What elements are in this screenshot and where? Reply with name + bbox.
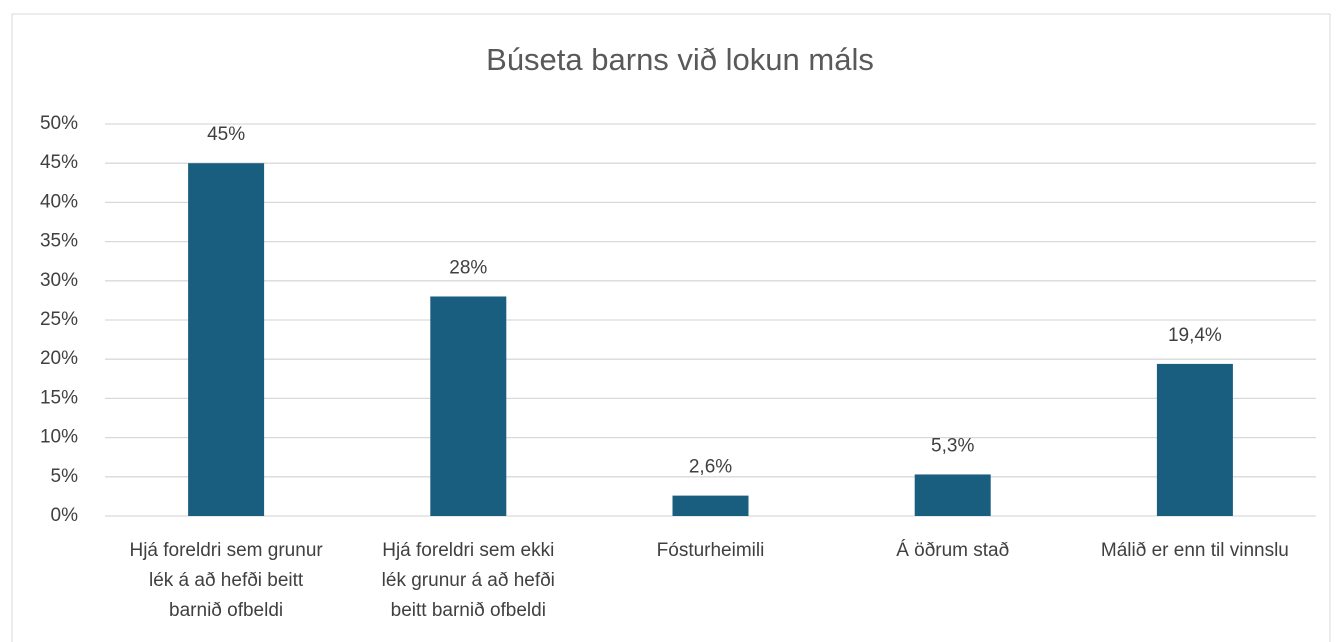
data-label: 45% xyxy=(207,124,245,145)
x-tick-label: Hjá foreldri sem grunur lék á að hefði b… xyxy=(129,540,323,621)
y-tick-label: 0% xyxy=(51,505,79,526)
x-tick-label: Fósturheimili xyxy=(656,540,765,561)
bar xyxy=(672,495,749,516)
y-tick-label: 5% xyxy=(51,466,79,487)
x-tick-label: Á öðrum stað xyxy=(896,540,1010,561)
bar xyxy=(430,296,507,516)
y-tick-label: 40% xyxy=(40,191,78,212)
bar xyxy=(188,163,265,516)
bar xyxy=(1156,363,1233,516)
data-label: 5,3% xyxy=(931,435,974,456)
y-tick-label: 45% xyxy=(40,152,78,173)
data-label: 19,4% xyxy=(1168,325,1222,346)
y-tick-label: 25% xyxy=(40,309,78,330)
y-tick-label: 20% xyxy=(40,348,78,369)
y-tick-label: 50% xyxy=(40,113,78,134)
y-tick-label: 30% xyxy=(40,270,78,291)
data-label: 2,6% xyxy=(689,457,732,478)
x-tick-label: Hjá foreldri sem ekki lék grunur á að he… xyxy=(381,540,555,621)
y-tick-label: 35% xyxy=(40,231,78,252)
x-tick-label: Málið er enn til vinnslu xyxy=(1100,540,1289,561)
y-tick-label: 10% xyxy=(40,427,78,448)
y-tick-label: 15% xyxy=(40,387,78,408)
bar xyxy=(914,474,991,516)
data-label: 28% xyxy=(449,257,487,278)
chart-title: Búseta barns við lokun máls xyxy=(486,42,874,77)
